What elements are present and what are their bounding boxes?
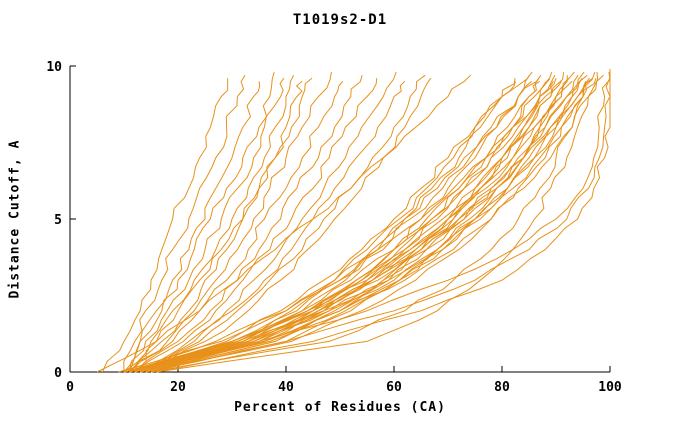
- model-curve: [150, 75, 568, 373]
- model-curve: [145, 77, 432, 373]
- model-curve: [150, 77, 590, 373]
- model-curve: [145, 74, 426, 373]
- model-curve: [140, 81, 554, 373]
- model-curve: [123, 80, 533, 373]
- model-curve: [134, 72, 611, 373]
- x-tick-label: 40: [278, 380, 294, 395]
- model-curve: [134, 74, 295, 373]
- model-curve: [118, 71, 533, 373]
- x-tick-label: 100: [598, 380, 622, 395]
- model-curve: [128, 77, 285, 373]
- model-curve: [129, 77, 570, 373]
- model-curve: [123, 81, 261, 373]
- model-curve: [123, 74, 246, 373]
- x-tick-label: 80: [494, 380, 510, 395]
- model-curve: [139, 80, 406, 373]
- model-curve: [123, 77, 313, 373]
- model-curve: [134, 78, 378, 373]
- model-curve: [101, 78, 229, 373]
- model-curve: [140, 71, 575, 373]
- y-tick-label: 5: [54, 213, 62, 228]
- model-curve: [123, 80, 573, 373]
- model-curve: [139, 71, 397, 373]
- model-curve: [134, 75, 363, 373]
- model-curve: [134, 74, 579, 373]
- model-curve: [129, 74, 542, 373]
- y-tick-label: 0: [54, 366, 62, 381]
- model-curve: [118, 78, 557, 373]
- model-curve: [156, 69, 611, 373]
- model-curve: [123, 71, 553, 373]
- model-curve: [129, 80, 344, 373]
- x-tick-label: 60: [386, 380, 402, 395]
- model-curve: [129, 78, 597, 373]
- model-curve: [145, 77, 550, 373]
- x-axis-label: Percent of Residues (CA): [234, 400, 446, 415]
- y-tick-label: 10: [46, 60, 62, 75]
- model-curve: [156, 72, 599, 373]
- model-curve: [140, 77, 540, 373]
- model-curve: [145, 69, 611, 373]
- model-curve: [96, 74, 472, 373]
- model-curve: [134, 80, 541, 373]
- chart-title: T1019s2-D1: [292, 12, 388, 28]
- model-curve: [129, 72, 332, 373]
- x-tick-label: 0: [66, 380, 74, 395]
- model-curve: [123, 81, 562, 373]
- x-tick-label: 20: [170, 380, 186, 395]
- model-curve: [123, 74, 588, 373]
